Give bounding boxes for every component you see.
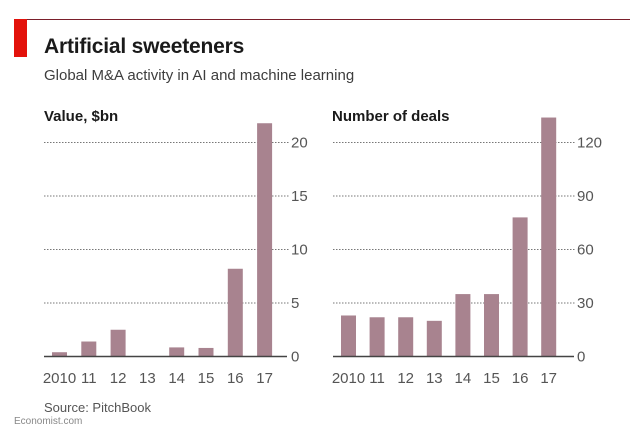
- bar-14: [169, 347, 185, 357]
- x-tick-label: 17: [540, 370, 557, 387]
- bar-15: [198, 347, 214, 357]
- bar-12: [110, 329, 126, 357]
- panel-title-deals: Number of deals: [332, 108, 450, 125]
- bar-15: [484, 294, 499, 357]
- bar-11: [369, 317, 385, 357]
- bar-13: [426, 320, 442, 357]
- y-tick-label: 5: [291, 295, 299, 312]
- x-tick-label: 15: [483, 370, 500, 387]
- bar-2010: [341, 315, 356, 357]
- chart-panel-0: 0 5 10 15 20 2010 11 12 13 14 15 16 17: [43, 123, 308, 387]
- x-tick-label: 14: [455, 370, 472, 387]
- bar-17: [541, 117, 557, 357]
- bar-17: [257, 123, 273, 357]
- chart-subtitle: Global M&A activity in AI and machine le…: [44, 67, 355, 84]
- bar-16: [512, 217, 528, 357]
- x-tick-label: 2010: [332, 370, 365, 387]
- y-tick-label: 90: [577, 188, 594, 205]
- economist-red-tab: [14, 19, 27, 57]
- y-tick-label: 120: [577, 135, 602, 152]
- y-tick-label: 15: [291, 188, 308, 205]
- x-tick-label: 16: [227, 370, 244, 387]
- y-tick-label: 20: [291, 135, 308, 152]
- x-tick-label: 13: [139, 370, 156, 387]
- bar-2010: [52, 352, 67, 357]
- panel-title-value: Value, $bn: [44, 108, 119, 125]
- y-tick-label: 10: [291, 242, 308, 259]
- source-note: Source: PitchBook: [44, 400, 151, 415]
- bar-11: [81, 341, 97, 357]
- x-tick-label: 14: [168, 370, 185, 387]
- top-rule: [14, 19, 630, 20]
- y-tick-label: 0: [577, 349, 585, 366]
- x-tick-label: 12: [397, 370, 414, 387]
- x-tick-label: 11: [81, 370, 97, 387]
- x-tick-label: 16: [512, 370, 529, 387]
- bar-12: [398, 317, 414, 357]
- x-tick-label: 13: [426, 370, 443, 387]
- chart-title: Artificial sweeteners: [44, 35, 245, 58]
- bar-14: [455, 294, 471, 357]
- y-tick-label: 30: [577, 295, 594, 312]
- x-tick-label: 12: [110, 370, 127, 387]
- y-tick-label: 60: [577, 242, 594, 259]
- publisher-credit: Economist.com: [14, 416, 83, 427]
- x-tick-label: 15: [198, 370, 215, 387]
- bar-16: [227, 268, 243, 357]
- x-tick-label: 17: [256, 370, 273, 387]
- chart-panel-1: 0 30 60 90 120 2010 11 12 13 14 15 16 17: [332, 117, 602, 387]
- x-tick-label: 11: [369, 370, 385, 387]
- x-tick-label: 2010: [43, 370, 76, 387]
- y-tick-label: 0: [291, 349, 299, 366]
